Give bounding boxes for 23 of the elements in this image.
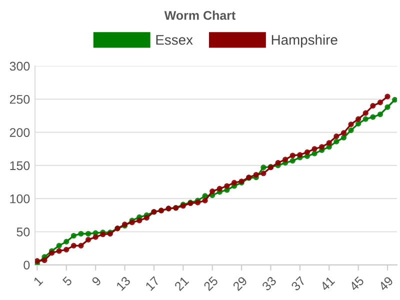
y-tick-label: 50 bbox=[16, 228, 30, 236]
x-tick-label: 21 bbox=[174, 276, 190, 292]
legend-label: Hampshire bbox=[272, 34, 338, 48]
x-tick-label: 25 bbox=[203, 276, 218, 292]
y-tick-label: 200 bbox=[10, 128, 30, 137]
y-tick-label: 300 bbox=[10, 62, 30, 71]
x-tick-label: 37 bbox=[290, 276, 306, 292]
legend-label: Essex bbox=[156, 35, 193, 45]
x-tick-label: 33 bbox=[261, 276, 277, 292]
x-tick-label: 17 bbox=[145, 276, 160, 291]
y-tick-label: 250 bbox=[10, 94, 30, 104]
chart-title: Worm Chart bbox=[164, 10, 236, 20]
x-tick-label: 9 bbox=[91, 276, 102, 286]
y-tick-label: 150 bbox=[10, 161, 30, 170]
x-tick-label: 29 bbox=[232, 276, 248, 292]
x-tick-label: 5 bbox=[62, 276, 73, 286]
y-tick-label: 0 bbox=[24, 260, 30, 270]
x-tick-label: 13 bbox=[116, 276, 131, 291]
x-tick-label: 49 bbox=[378, 276, 394, 292]
x-tick-label: 41 bbox=[320, 276, 336, 292]
x-tick-label: 1 bbox=[33, 276, 44, 286]
x-tick-label: 45 bbox=[349, 276, 364, 292]
y-tick-label: 100 bbox=[10, 194, 30, 204]
